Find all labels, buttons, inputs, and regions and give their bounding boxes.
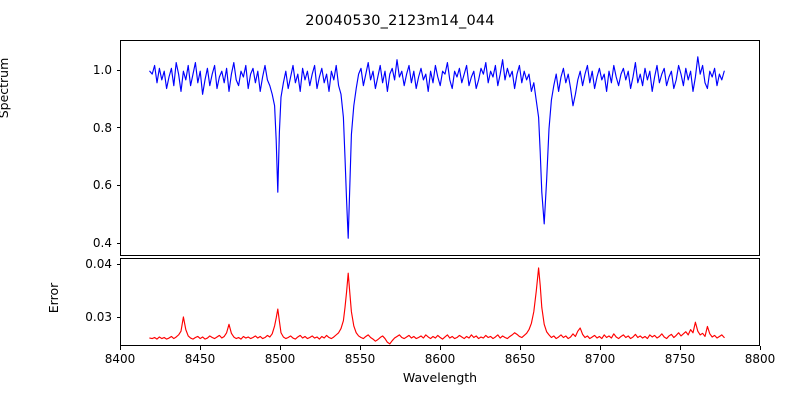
- xtick-mark: [599, 346, 601, 350]
- xtick-mark: [119, 346, 121, 350]
- xtick-label: 8600: [424, 352, 456, 366]
- error-ytick-label: 0.03: [85, 310, 112, 325]
- xtick-mark: [199, 346, 201, 350]
- spectrum-axes: [120, 40, 760, 256]
- spectrum-ytick-label: 0.6: [92, 178, 112, 193]
- xtick-mark: [759, 346, 761, 350]
- error-ytick-label: 0.04: [85, 257, 112, 272]
- xtick-mark: [679, 346, 681, 350]
- error-axis-label: Error: [46, 282, 61, 314]
- xtick-mark: [439, 346, 441, 350]
- xtick-mark: [519, 346, 521, 350]
- spectrum-ytick-mark: [116, 69, 120, 71]
- xtick-mark: [279, 346, 281, 350]
- x-axis-label: Wavelength: [402, 370, 478, 385]
- xtick-label: 8700: [584, 352, 616, 366]
- xtick-label: 8400: [104, 352, 136, 366]
- error-axes: [120, 258, 760, 346]
- spectrum-ytick-mark: [116, 242, 120, 244]
- error-ytick-mark: [116, 263, 120, 265]
- xtick-label: 8500: [264, 352, 296, 366]
- spectrum-ytick-label: 1.0: [92, 63, 112, 78]
- spectrum-ytick-label: 0.4: [92, 236, 112, 251]
- xtick-label: 8650: [504, 352, 536, 366]
- xtick-label: 8750: [664, 352, 696, 366]
- xtick-label: 8550: [344, 352, 376, 366]
- spectrum-ytick-mark: [116, 127, 120, 129]
- spectrum-ytick-mark: [116, 184, 120, 187]
- error-series-line: [149, 267, 725, 345]
- spectrum-ytick-label: 0.8: [92, 120, 112, 135]
- error-ytick-mark: [116, 316, 120, 318]
- spectrum-axis-label: Spectrum: [0, 57, 11, 119]
- xtick-mark: [359, 346, 361, 350]
- page-title: 20040530_2123m14_044: [305, 13, 495, 29]
- xtick-label: 8800: [744, 352, 776, 366]
- xtick-label: 8450: [184, 352, 216, 366]
- spectrum-series-line: [149, 56, 725, 239]
